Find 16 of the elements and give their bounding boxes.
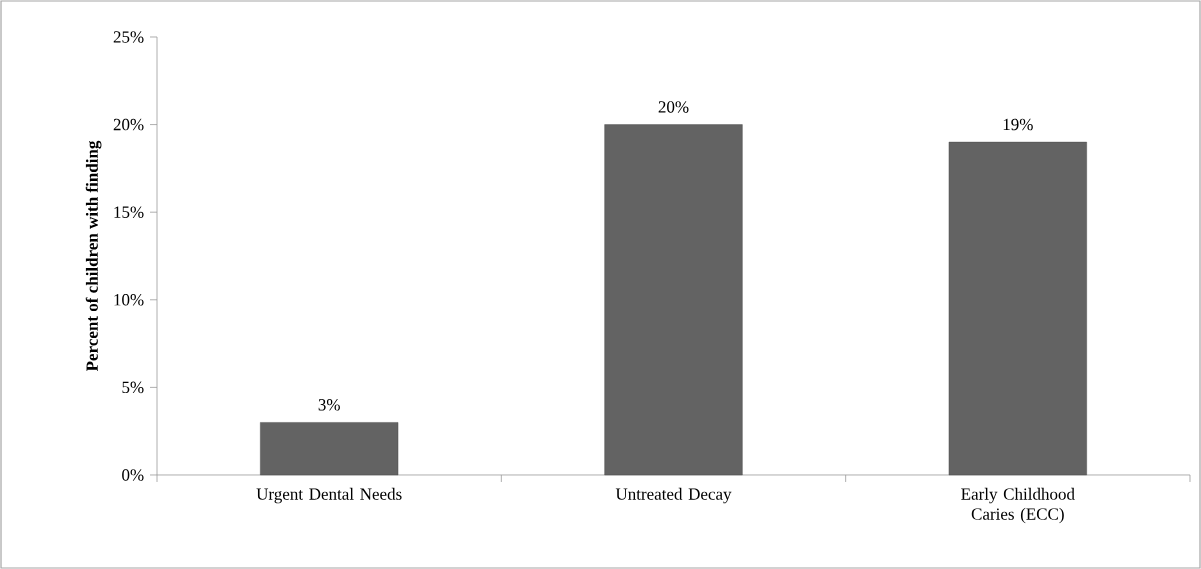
bar — [260, 422, 399, 476]
x-tick-label: Urgent Dental Needs — [256, 487, 402, 504]
data-label: 19% — [1003, 118, 1033, 131]
y-tick-label: 10% — [114, 294, 144, 306]
y-tick-label: 15% — [114, 206, 144, 218]
x-tick-label: Early Childhood Caries (ECC) — [961, 487, 1075, 524]
y-tick-label: 5% — [122, 381, 144, 394]
data-label: 20% — [658, 101, 689, 113]
data-label: 3% — [318, 399, 340, 411]
y-axis-title: Percent of children with finding — [85, 140, 102, 372]
y-tick-label: 20% — [113, 118, 144, 131]
x-tick-label: Untreated Decay — [615, 487, 732, 504]
y-tick-label: 0% — [122, 469, 144, 481]
bar — [604, 124, 743, 476]
y-tick-label: 25% — [113, 31, 144, 43]
bar — [948, 141, 1087, 476]
